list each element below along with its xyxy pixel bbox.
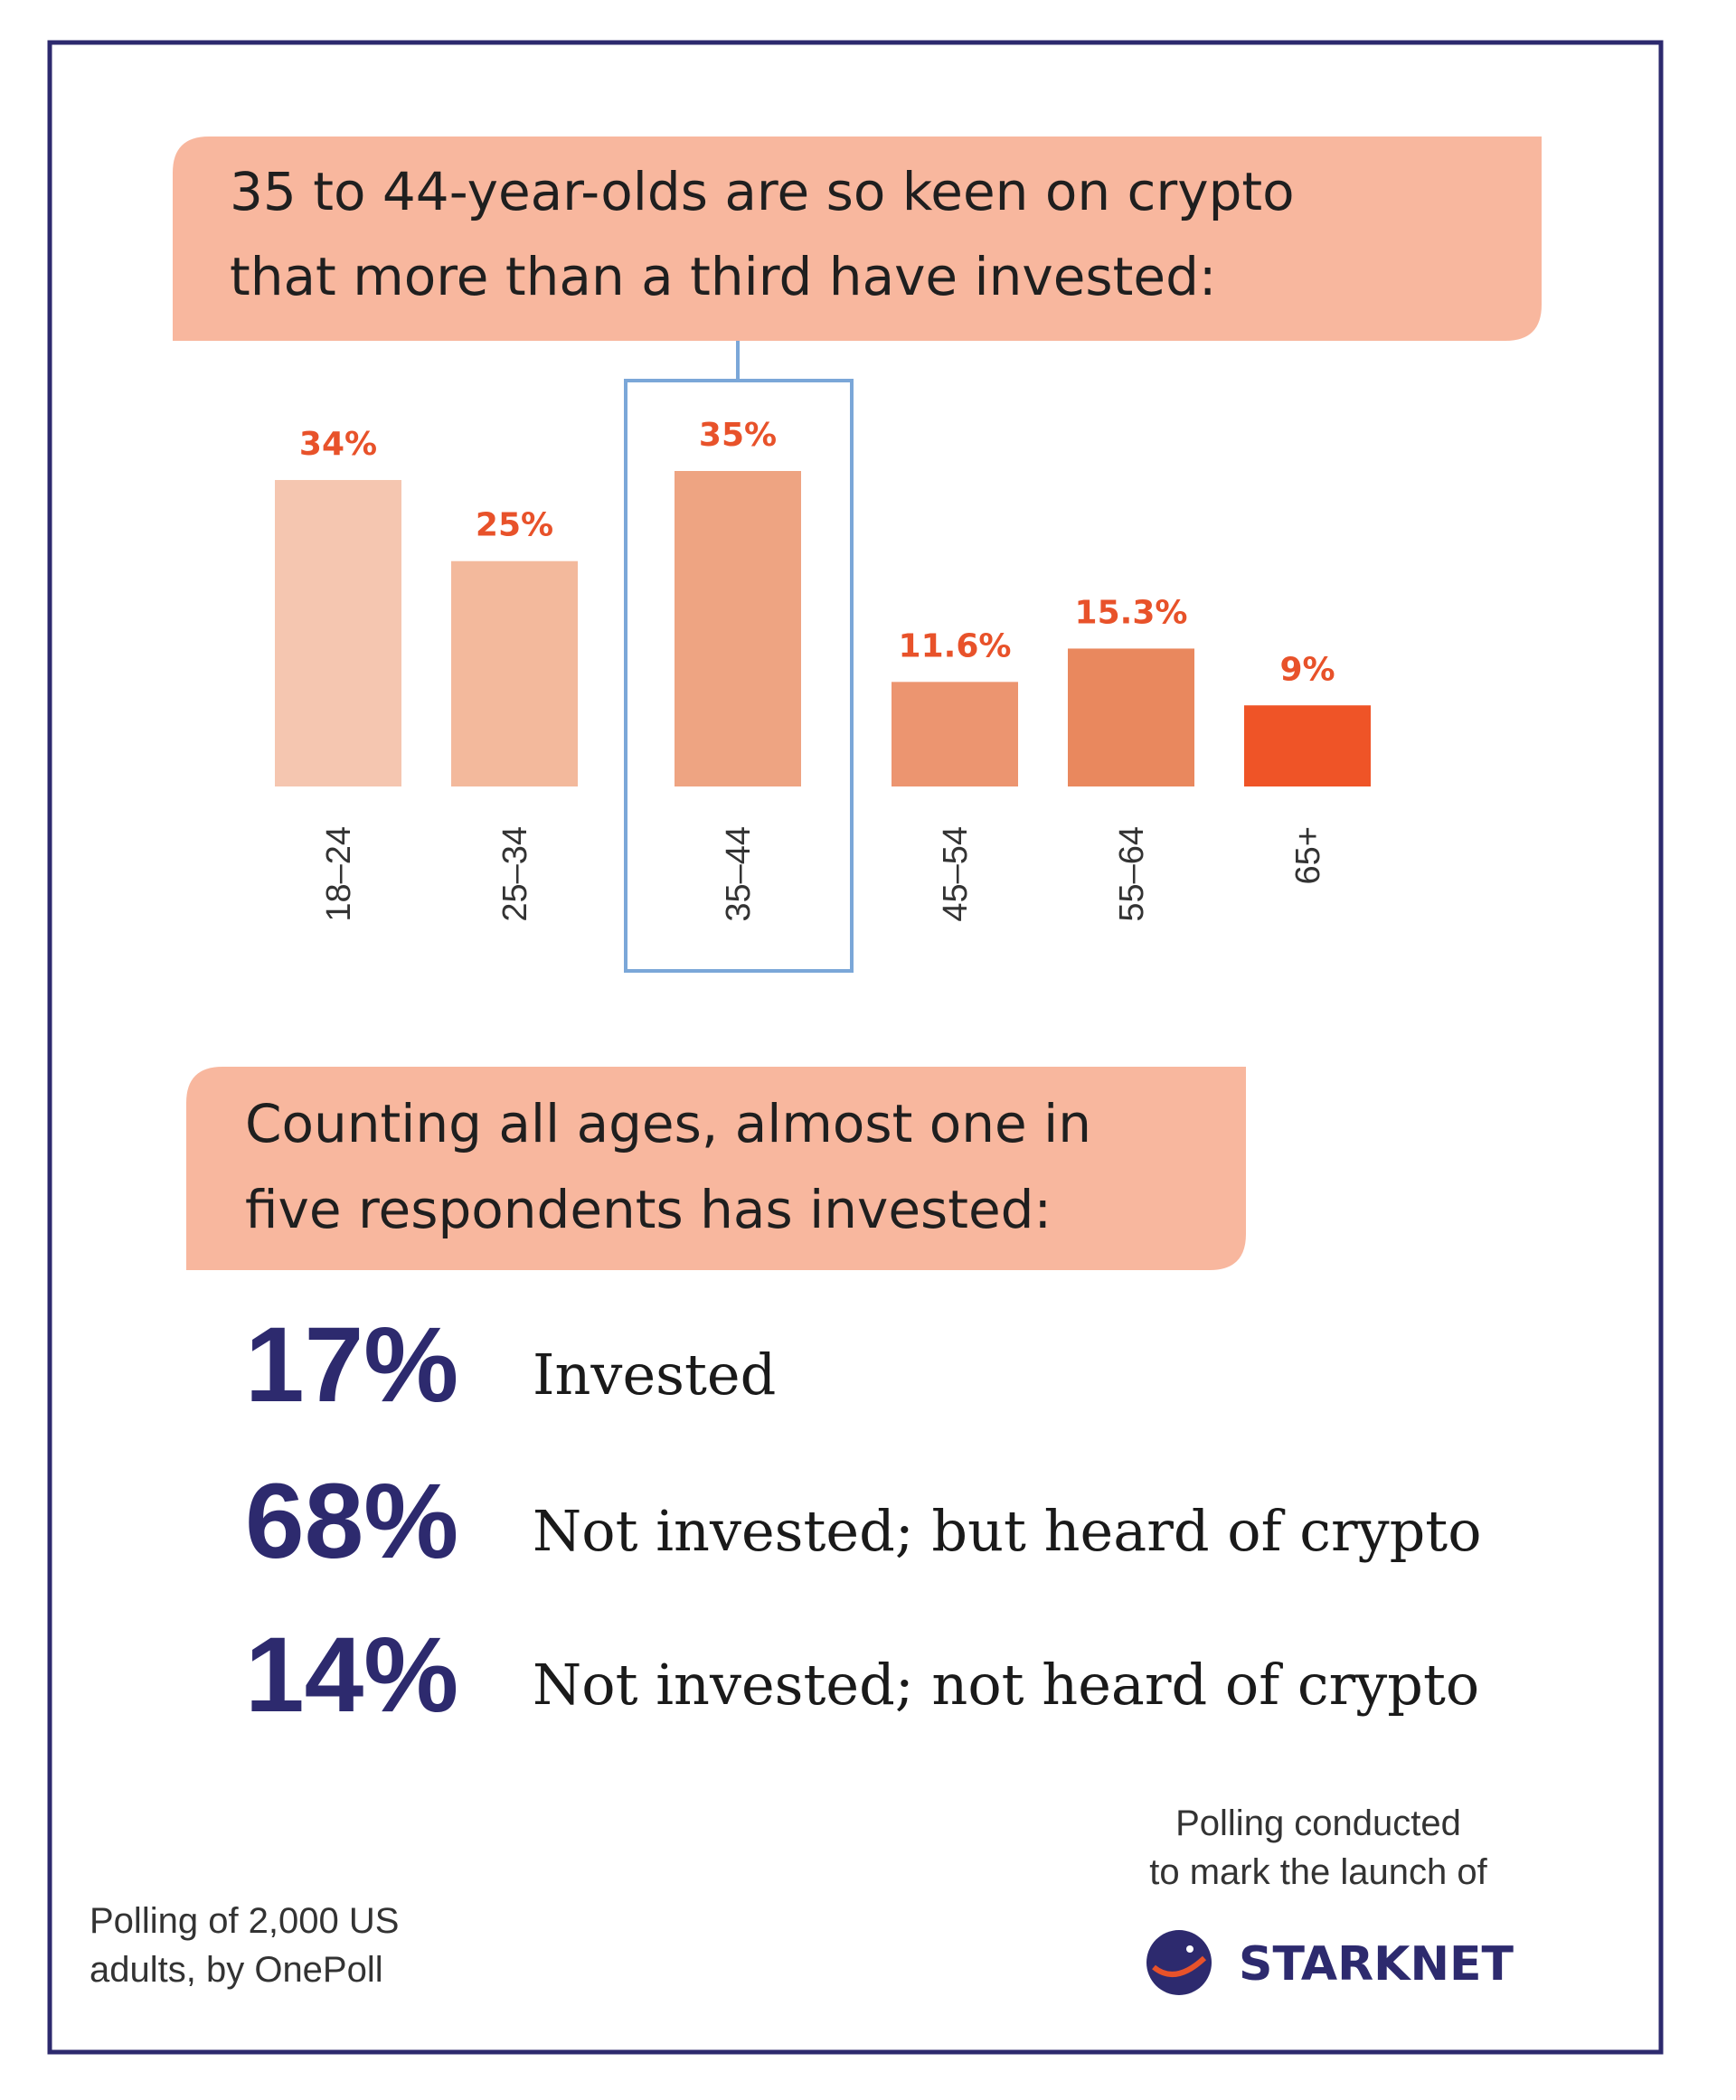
x-tick-label: 55–64: [1113, 826, 1151, 922]
value-label: 9%: [1279, 651, 1335, 688]
stat-value: 68%: [245, 1462, 458, 1581]
bar: [1068, 648, 1194, 786]
x-tick-label: 18–24: [320, 826, 358, 922]
brand: STARKNET: [1239, 1937, 1514, 1992]
frame: [47, 40, 1664, 2055]
bar: [1244, 705, 1371, 786]
stat-value: 17%: [245, 1305, 458, 1425]
chart-title: that more than a third have invested:: [230, 246, 1216, 307]
note: Polling conducted: [1175, 1803, 1461, 1843]
value-label: 25%: [476, 507, 553, 544]
logo-mark: [1146, 1930, 1212, 1995]
x-tick-label: 65+: [1289, 826, 1327, 884]
bar: [275, 479, 401, 786]
summary-heading: five respondents has invested:: [245, 1179, 1052, 1240]
stat-value: 14%: [245, 1615, 458, 1735]
stat-label: Invested: [533, 1342, 776, 1408]
summary-heading: Counting all ages, almost one in: [245, 1093, 1091, 1154]
x-tick-label: 45–54: [937, 826, 975, 922]
source: adults, by OnePoll: [90, 1950, 383, 1990]
title-box: [173, 137, 1542, 341]
value-label: 11.6%: [899, 627, 1012, 664]
chart-title: 35 to 44-year-olds are so keen on crypto: [230, 161, 1295, 222]
value-label: 34%: [299, 426, 377, 463]
logo-swoosh: [1152, 1955, 1207, 1977]
bar: [892, 682, 1018, 786]
bar: [451, 560, 578, 786]
stat-label: Not invested; but heard of crypto: [533, 1498, 1482, 1564]
logo-star: [1186, 1945, 1194, 1953]
stat-label: Not invested; not heard of crypto: [533, 1652, 1479, 1718]
value-label: 35%: [699, 417, 777, 454]
x-tick-label: 25–34: [496, 826, 534, 922]
x-tick-label: 35–44: [720, 826, 758, 922]
value-label: 15.3%: [1075, 594, 1188, 631]
bar: [675, 471, 801, 786]
source: Polling of 2,000 US: [90, 1901, 399, 1941]
summary-box: [186, 1067, 1246, 1270]
logo: [1146, 1930, 1212, 1995]
highlight-box: [624, 379, 854, 973]
note: to mark the launch of: [1149, 1852, 1487, 1892]
